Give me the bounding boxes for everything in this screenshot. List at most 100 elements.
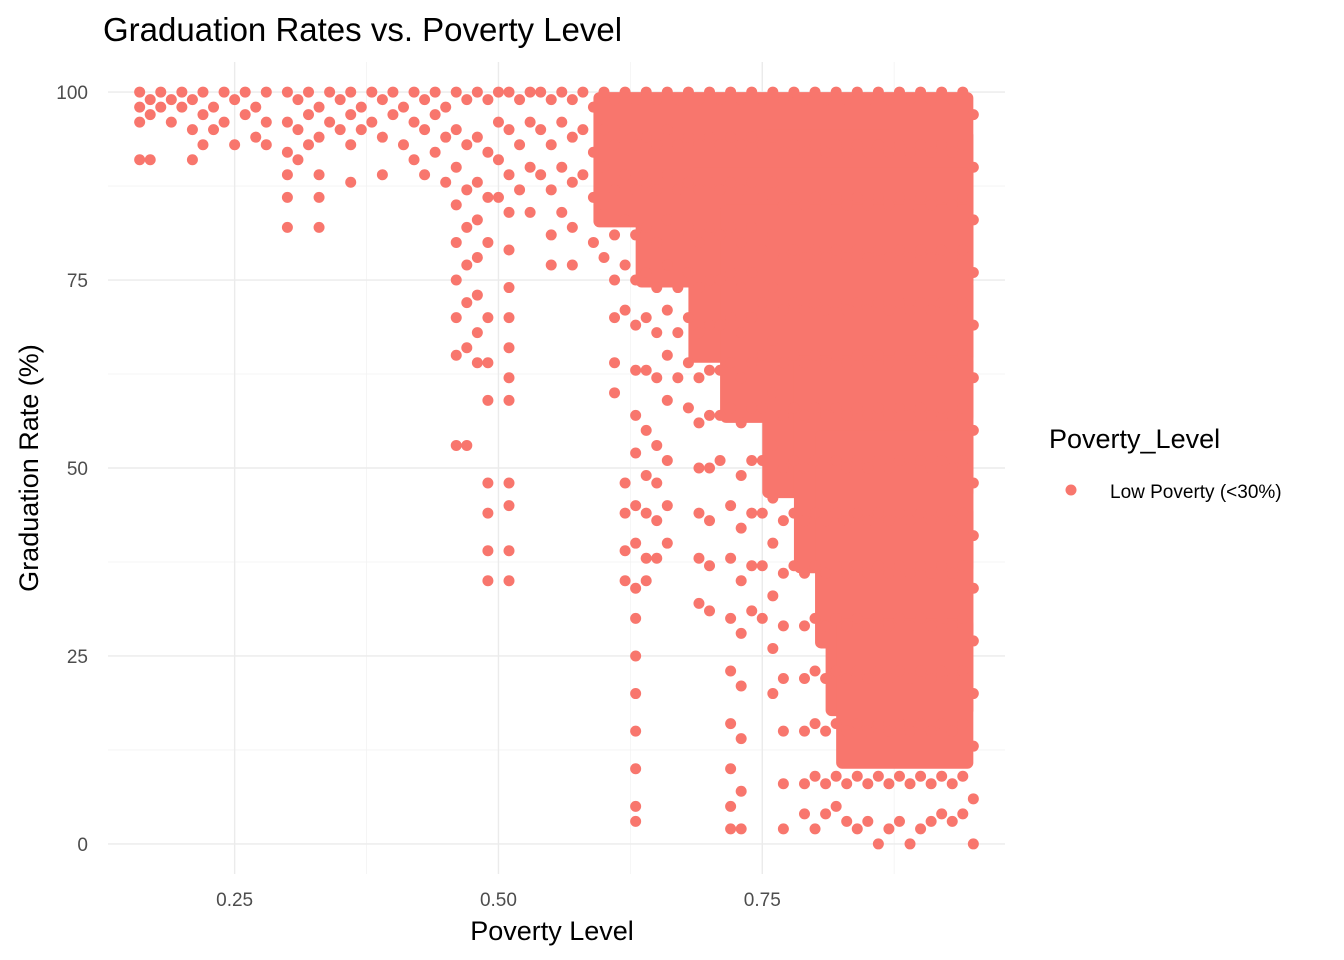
data-point — [915, 770, 927, 782]
data-point — [746, 454, 758, 466]
data-point — [862, 146, 874, 158]
data-point — [957, 808, 969, 820]
data-point — [851, 612, 863, 624]
data-point — [651, 184, 663, 196]
data-point — [936, 770, 948, 782]
data-point — [872, 454, 884, 466]
data-point — [820, 808, 832, 820]
data-point — [292, 94, 304, 106]
data-point — [239, 86, 251, 98]
data-point — [946, 409, 958, 421]
data-point — [946, 94, 958, 106]
data-point — [872, 838, 884, 850]
data-point — [798, 304, 810, 316]
data-point — [872, 665, 884, 677]
data-point — [376, 131, 388, 143]
data-point — [672, 184, 684, 196]
data-point — [640, 424, 652, 436]
data-point — [957, 718, 969, 730]
data-point — [345, 176, 357, 188]
data-point — [334, 124, 346, 136]
data-point — [303, 139, 315, 151]
data-point — [693, 139, 705, 151]
data-point — [746, 86, 758, 98]
data-point — [461, 342, 473, 354]
data-point — [619, 124, 631, 136]
data-point — [893, 349, 905, 361]
data-point — [735, 823, 747, 835]
data-point — [777, 357, 789, 369]
data-point — [957, 86, 969, 98]
data-point — [862, 673, 874, 685]
data-point — [482, 236, 494, 248]
data-point — [704, 409, 716, 421]
data-point — [640, 575, 652, 587]
data-point — [767, 439, 779, 451]
data-point — [830, 507, 842, 519]
data-point — [809, 718, 821, 730]
data-point — [862, 462, 874, 474]
data-point — [809, 244, 821, 256]
data-point — [915, 612, 927, 624]
data-point — [429, 86, 441, 98]
data-point — [967, 319, 979, 331]
data-point — [957, 507, 969, 519]
data-point — [725, 823, 737, 835]
data-point — [798, 808, 810, 820]
data-point — [925, 725, 937, 737]
data-point — [798, 673, 810, 685]
data-point — [862, 725, 874, 737]
data-point — [661, 537, 673, 549]
data-point — [661, 86, 673, 98]
data-point — [524, 116, 536, 128]
data-point — [735, 327, 747, 339]
data-point — [640, 131, 652, 143]
data-point — [693, 552, 705, 564]
data-point — [313, 131, 325, 143]
data-point — [893, 718, 905, 730]
data-point — [461, 184, 473, 196]
data-point — [851, 823, 863, 835]
data-point — [556, 116, 568, 128]
data-point — [429, 146, 441, 158]
data-point — [313, 221, 325, 233]
data-point — [693, 372, 705, 384]
data-point — [640, 267, 652, 279]
data-point — [925, 199, 937, 211]
data-point — [556, 206, 568, 218]
data-point — [461, 297, 473, 309]
data-point — [735, 372, 747, 384]
data-point — [830, 665, 842, 677]
data-point — [250, 101, 262, 113]
data-point — [883, 251, 895, 263]
data-point — [587, 146, 599, 158]
data-point — [851, 244, 863, 256]
data-point — [756, 139, 768, 151]
data-point — [524, 206, 536, 218]
x-axis-title: Poverty Level — [470, 916, 634, 946]
data-point — [883, 673, 895, 685]
data-point — [925, 304, 937, 316]
data-point — [809, 770, 821, 782]
data-point — [366, 86, 378, 98]
data-point — [144, 109, 156, 121]
data-point — [872, 297, 884, 309]
data-point — [239, 109, 251, 121]
data-point — [830, 718, 842, 730]
data-point — [777, 94, 789, 106]
data-point — [714, 184, 726, 196]
data-point — [841, 778, 853, 790]
data-point — [651, 94, 663, 106]
data-point — [408, 116, 420, 128]
data-point — [144, 94, 156, 106]
data-point — [419, 169, 431, 181]
data-point — [830, 297, 842, 309]
data-point — [619, 477, 631, 489]
data-point — [387, 86, 399, 98]
data-point — [767, 688, 779, 700]
data-point — [967, 161, 979, 173]
data-point — [820, 94, 832, 106]
data-point — [482, 191, 494, 203]
data-point — [503, 206, 515, 218]
data-point — [714, 274, 726, 286]
